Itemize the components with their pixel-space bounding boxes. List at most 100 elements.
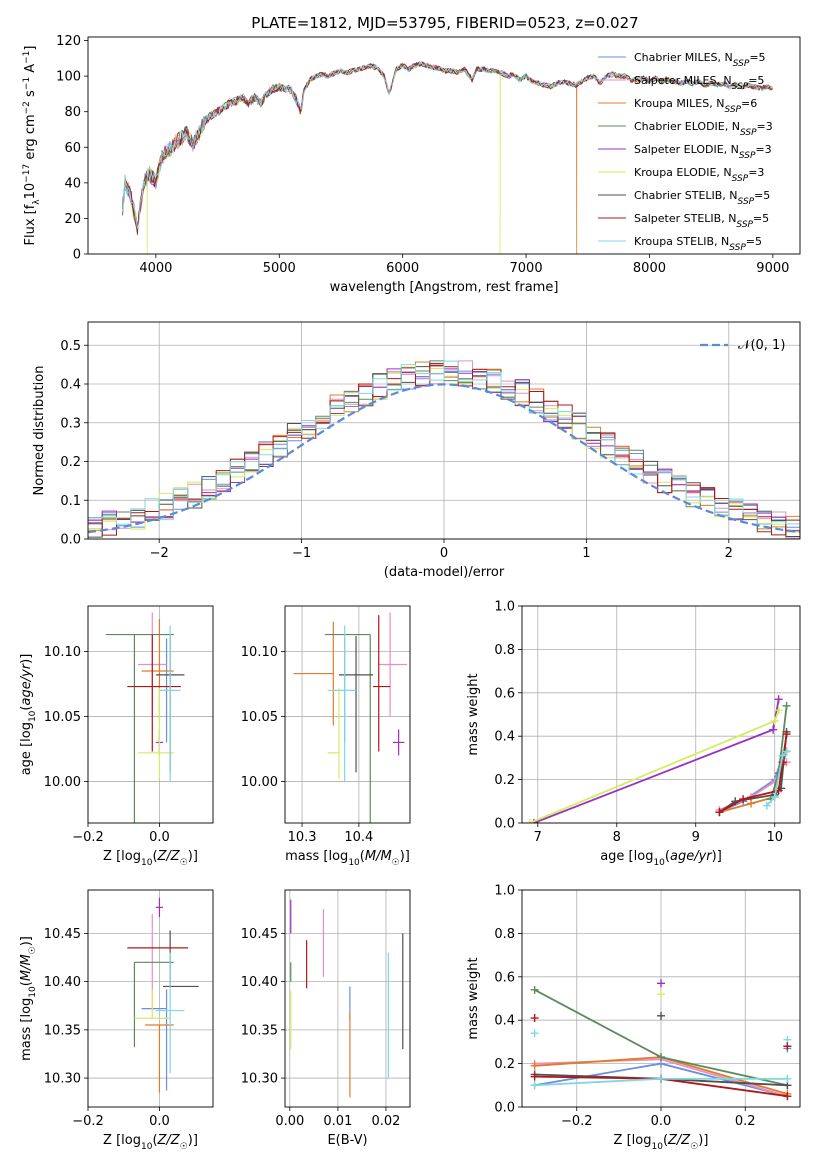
x-tick-label: −0.2 [72,830,104,845]
errorbar-point [133,961,174,1048]
label-segment: =5 [753,212,769,225]
label-segment: M/M [19,954,34,981]
y-tick-label: 10.00 [44,775,81,790]
residuals-axes: −2 −1 0 1 2 0.0 0.1 0.2 0.3 0.4 0.5 (data-model)/er… [32,321,801,580]
y-tick-label: 0.1 [60,494,81,509]
y-tick-label: 0.2 [494,1057,515,1072]
label-segment: ( [152,1133,157,1148]
label-segment: Kroupa ELODIE, N [634,166,732,179]
y-tick-label: 10.05 [241,710,278,725]
y-tick-label: 10.35 [241,1023,278,1038]
marker-plus [770,717,779,726]
spectrum-line-kroupa-miles [122,62,773,254]
label-segment: ☉ [180,858,188,868]
errorbar-point [159,625,181,782]
label-segment: ( [360,849,365,864]
label-segment: M/M [365,849,392,864]
legend-entry: Salpeter ELODIE, NSSP=3 [634,143,772,161]
x-tick-label: 8 [613,830,621,845]
label-segment: age/yr [670,849,713,864]
label-segment: ( [665,849,670,864]
x-tick-label: 1 [582,546,590,561]
label-segment: Z [log [103,849,141,864]
label-segment: Z/Z [157,1133,181,1148]
errorbar-point [327,687,340,779]
label-segment: Z [log [103,1133,141,1148]
errorbar-point [392,729,405,756]
label-segment: 10 [28,710,38,722]
marker-plus [782,747,791,756]
weight-line-salpeter-elodie [533,699,780,823]
legend-entry: 𝒩(0, 1) [738,338,785,353]
x-tick-label: 10.3 [288,830,317,845]
y-tick-label: 120 [56,34,81,49]
label-segment: Chabrier STELIB, N [634,189,738,202]
spectrum-lines [122,61,774,254]
x-tick-label: 10.4 [344,830,373,845]
label-segment: 10 [141,858,153,868]
label-segment: SSP [738,197,755,207]
label-segment: age/yr [19,662,34,705]
marker-plus [774,706,783,715]
errorbars [290,899,404,1098]
label-segment: ( [19,981,34,986]
marker-plus [715,808,724,817]
errorbar-point [163,930,199,988]
spectrum-line-kroupa-elodie [122,61,774,254]
y-tick-label: 0.0 [494,1101,515,1116]
label-segment: Salpeter STELIB, N [634,212,736,225]
marker-plus [530,1029,539,1038]
label-segment: Z/Z [157,849,181,864]
y-tick-label: 10.45 [44,927,81,942]
x-axis-label: Z [log10(Z/Z☉)] [103,849,198,868]
marker-plus [739,795,748,804]
y-tick-label: 0.5 [60,339,81,354]
legend-entry: Chabrier STELIB, NSSP=5 [634,189,770,207]
axes-frame [284,605,411,824]
x-tick-label: 0.02 [371,1114,400,1129]
x-tick-label: 5000 [263,261,296,276]
errorbar-point [141,989,168,1091]
histograms [88,360,800,539]
errorbar-point [327,625,357,782]
errorbar-point [155,952,185,1074]
label-segment: ( [19,706,34,711]
marker-plus [783,1042,792,1051]
y-tick-label: 0.0 [494,817,515,832]
label-segment: 10 [653,858,665,868]
x-tick-label: 2 [725,546,733,561]
y-tick-label: 1.0 [494,884,515,899]
errorbars [105,612,185,823]
errorbars [127,897,199,1093]
legend-entry: Kroupa MILES, NSSP=6 [634,97,757,115]
x-tick-label: 0.2 [735,1114,756,1129]
axes-frame [521,889,801,1108]
label-segment: Kroupa STELIB, N [634,235,729,248]
label-segment: ( [152,849,157,864]
y-tick-label: 1.0 [494,600,515,615]
marker-plus [530,1014,539,1023]
x-axis-label: wavelength [Angstrom, rest frame] [330,280,559,295]
label-segment: erg cm [23,114,38,163]
x-tick-label: −2 [150,546,169,561]
label-segment: )] [19,936,34,946]
errorbar-point [138,687,174,779]
x-tick-label: −0.2 [72,1114,104,1129]
mass_vs_ebv-axes: 0.00 0.01 0.02 10.30 10.35 10.40 10.45 E(B-V) [241,889,411,1148]
y-tick-label: 10.45 [241,927,278,942]
label-segment: 10 [651,1142,663,1152]
weight-lines [530,979,792,1101]
marker-plus [783,1074,792,1083]
marker-plus [762,801,771,810]
errorbars [293,612,408,823]
marker-plus [657,1011,665,1020]
normal-reference-curve [88,383,800,534]
y-axis-label: Flux [fλ10−17 erg cm−2 s−1 A−1] [22,46,42,246]
x-tick-label: 9 [692,830,700,845]
legend-entry: Salpeter STELIB, NSSP=5 [634,212,769,230]
label-segment: 10 [23,183,38,200]
marker-plus [657,990,665,999]
y-axis-label: mass weight [466,673,481,755]
